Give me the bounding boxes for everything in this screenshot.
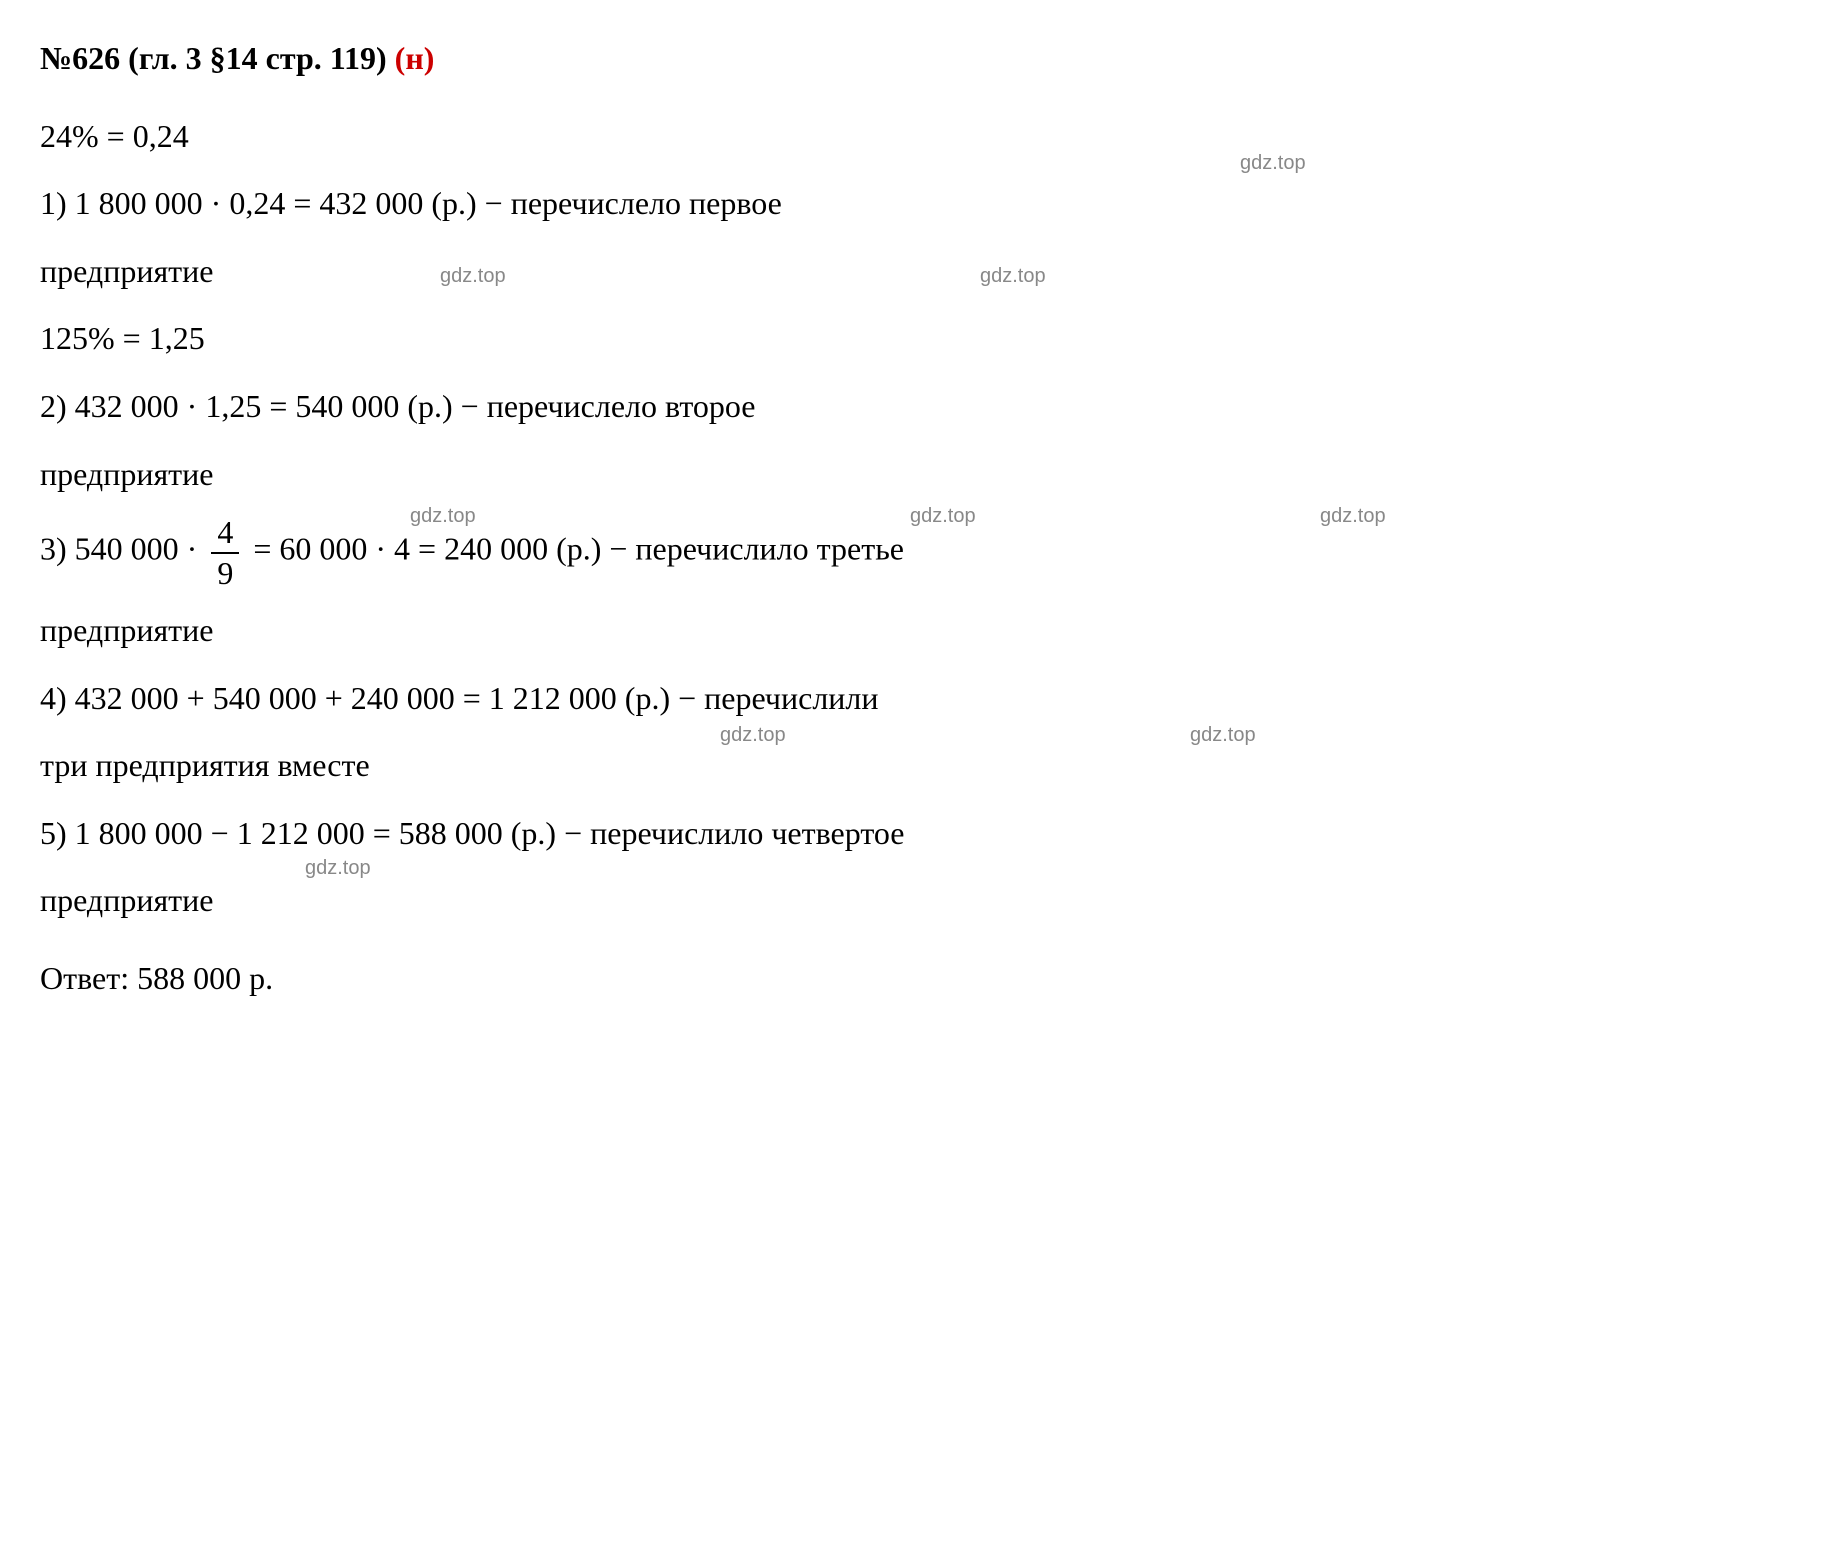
watermark-text: gdz.top xyxy=(410,498,476,534)
step-suffix: = 60 000 · 4 = 240 000 (р.) − перечислил… xyxy=(245,531,904,567)
fraction-numerator: 4 xyxy=(211,513,239,553)
answer-line: Ответ: 588 000 р. xyxy=(40,950,1797,1008)
problem-number: №626 xyxy=(40,40,120,76)
watermark-text: gdz.top xyxy=(1320,498,1386,534)
step-text: три предприятия вместе xyxy=(40,747,370,783)
step-continuation: предприятие xyxy=(40,872,1797,930)
problem-reference: (гл. 3 §14 стр. 119) xyxy=(128,40,387,76)
step-continuation: предприятие gdz.top gdz.top xyxy=(40,243,1797,301)
step-continuation: предприятие xyxy=(40,446,1797,504)
step-5: 5) 1 800 000 − 1 212 000 = 588 000 (р.) … xyxy=(40,805,1797,863)
step-prefix: 3) 540 000 · xyxy=(40,531,205,567)
step-text: 5) 1 800 000 − 1 212 000 = 588 000 (р.) … xyxy=(40,815,904,851)
equation-line: 24% = 0,24 xyxy=(40,108,1797,166)
fraction: 49 xyxy=(211,513,239,592)
equation-line: 125% = 1,25 xyxy=(40,310,1797,368)
problem-title: №626 (гл. 3 §14 стр. 119) (н) xyxy=(40,30,1797,88)
problem-marker: (н) xyxy=(395,40,435,76)
step-2: 2) 432 000 · 1,25 = 540 000 (р.) − переч… xyxy=(40,378,1797,436)
solution-content: №626 (гл. 3 §14 стр. 119) (н) 24% = 0,24… xyxy=(40,30,1797,1008)
step-continuation: предприятие xyxy=(40,602,1797,660)
watermark-text: gdz.top xyxy=(980,258,1046,294)
step-4: 4) 432 000 + 540 000 + 240 000 = 1 212 0… xyxy=(40,670,1797,728)
watermark-text: gdz.top xyxy=(910,498,976,534)
watermark-text: gdz.top xyxy=(440,258,506,294)
step-text: 1) 1 800 000 · 0,24 = 432 000 (р.) − пер… xyxy=(40,185,782,221)
step-continuation: три предприятия вместе gdz.top gdz.top xyxy=(40,737,1797,795)
step-text: предприятие xyxy=(40,253,213,289)
step-1: 1) 1 800 000 · 0,24 = 432 000 (р.) − пер… xyxy=(40,175,1797,233)
fraction-denominator: 9 xyxy=(211,554,239,592)
step-3: 3) 540 000 · 49 = 60 000 · 4 = 240 000 (… xyxy=(40,513,1797,592)
